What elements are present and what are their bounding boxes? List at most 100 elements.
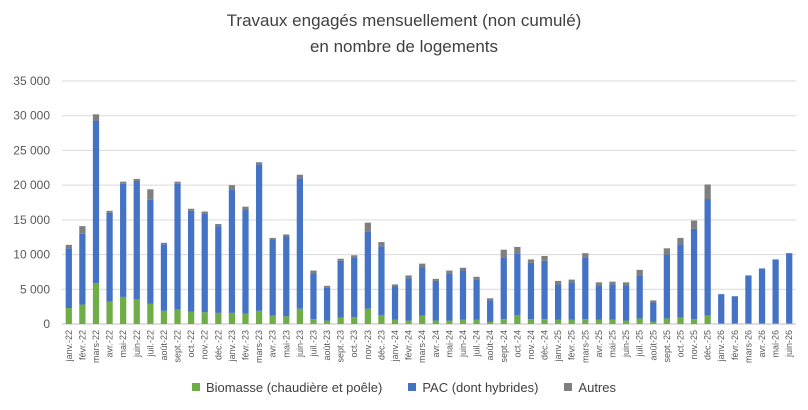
bar-segment-biomasse: [351, 317, 358, 324]
bar-segment-biomasse: [650, 321, 657, 324]
legend-swatch-autres: [564, 383, 573, 391]
bar-segment-pac: [255, 164, 263, 311]
bar-segment-pac: [188, 210, 195, 312]
bar-segment-pac: [419, 267, 426, 316]
x-tick-label: mars-24: [417, 330, 427, 363]
x-tick-label: févr.-22: [77, 330, 87, 360]
x-tick-label: mai-25: [608, 330, 618, 358]
bar-segment-pac: [92, 120, 100, 284]
bar-segment-autres: [677, 237, 684, 245]
legend-item-biomasse[interactable]: Biomasse (chaudière et poêle): [192, 380, 382, 395]
bar-segment-pac: [446, 273, 453, 321]
bar-segment-autres: [636, 269, 643, 276]
bar-segment-pac: [772, 259, 779, 324]
x-tick-label: sept.-24: [499, 330, 509, 363]
y-tick-label: 15 000: [13, 213, 50, 227]
bar-segment-pac: [582, 257, 589, 320]
bar-segment-autres: [405, 275, 412, 279]
x-tick-label: mars-25: [580, 330, 590, 363]
x-tick-label: juin-24: [458, 330, 468, 358]
x-tick-label: nov.-24: [526, 330, 536, 359]
bar-segment-autres: [473, 276, 480, 280]
x-tick-label: juil.-25: [635, 330, 645, 358]
y-tick-label: 25 000: [13, 143, 50, 157]
bar-segment-autres: [622, 282, 630, 286]
bar-segment-pac: [215, 226, 222, 313]
bar-segment-biomasse: [147, 303, 154, 324]
bar-segment-autres: [174, 181, 181, 184]
bar-segment-biomasse: [745, 323, 752, 324]
bar-segment-pac: [609, 284, 616, 320]
x-tick-label: déc.-23: [376, 330, 386, 360]
bar-segment-biomasse: [459, 319, 467, 324]
bar-segment-biomasse: [718, 323, 725, 324]
bar-segment-pac: [622, 285, 630, 321]
x-tick-label: mai-24: [444, 330, 454, 358]
bar-segment-autres: [487, 298, 494, 301]
bar-segment-biomasse: [323, 320, 331, 324]
bar-segment-biomasse: [568, 319, 575, 324]
bar-segment-pac: [704, 199, 711, 316]
bar-segment-autres: [527, 259, 535, 263]
bar-segment-pac: [228, 189, 236, 313]
bar-segment-biomasse: [364, 308, 371, 324]
bar-segment-pac: [690, 228, 698, 320]
x-tick-label: mars-26: [743, 330, 753, 363]
x-tick-label: juil.-22: [145, 330, 155, 358]
bar-segment-pac: [650, 302, 657, 322]
bar-segment-biomasse: [690, 319, 698, 324]
bar-segment-biomasse: [201, 312, 208, 324]
bar-segment-biomasse: [473, 319, 480, 324]
bar-segment-autres: [351, 255, 358, 258]
bar-segment-pac: [160, 244, 168, 311]
bar-segment-biomasse: [188, 311, 195, 324]
bar-segment-biomasse: [514, 314, 521, 324]
x-tick-label: juin-26: [784, 330, 794, 358]
bar-segment-pac: [459, 270, 467, 320]
bar-segment-pac: [65, 248, 72, 309]
bar-segment-autres: [65, 244, 72, 249]
bar-segment-pac: [473, 279, 480, 320]
bar-segment-autres: [269, 237, 276, 240]
x-tick-label: févr.-26: [730, 330, 740, 360]
bar-segment-pac: [514, 253, 521, 315]
bar-segment-autres: [432, 278, 439, 281]
bar-segment-autres: [337, 258, 344, 261]
legend-item-pac[interactable]: PAC (dont hybrides): [408, 380, 538, 395]
bar-segment-biomasse: [582, 319, 589, 324]
y-tick-label: 35 000: [13, 74, 50, 88]
x-tick-label: sept.-22: [173, 330, 183, 363]
legend-item-autres[interactable]: Autres: [564, 380, 616, 395]
bar-segment-biomasse: [120, 296, 127, 324]
x-tick-label: déc.-25: [703, 330, 713, 360]
bars: [65, 114, 793, 324]
x-tick-label: avr.-26: [757, 330, 767, 358]
bar-segment-autres: [160, 242, 168, 245]
bar-segment-pac: [636, 275, 643, 319]
x-tick-label: févr.-25: [567, 330, 577, 360]
y-tick-label: 0: [43, 317, 50, 331]
x-tick-label: avr.-25: [594, 330, 604, 358]
x-tick-label: avr.-23: [268, 330, 278, 358]
bar-segment-autres: [568, 279, 575, 283]
bar-segment-autres: [228, 185, 236, 190]
legend: Biomasse (chaudière et poêle) PAC (dont …: [0, 377, 808, 397]
x-tick-label: oct.-25: [675, 330, 685, 358]
bar-segment-biomasse: [405, 320, 412, 324]
bar-segment-autres: [255, 162, 263, 165]
chart-title: Travaux engagés mensuellement (non cumul…: [226, 11, 582, 30]
bar-segment-biomasse: [378, 314, 385, 324]
x-tick-label: avr.-22: [105, 330, 115, 358]
bar-segment-autres: [147, 189, 154, 200]
bar-segment-autres: [242, 206, 249, 210]
bar-segment-pac: [677, 244, 684, 318]
x-axis-ticks: janv.-22 févr.-22 mars-22 avr.-22 mai-22 juin…: [64, 330, 794, 363]
bar-segment-pac: [174, 183, 181, 310]
x-tick-label: mai-26: [771, 330, 781, 358]
bar-segment-biomasse: [310, 319, 317, 324]
bar-segment-pac: [269, 239, 276, 316]
bar-segment-autres: [188, 208, 195, 211]
bar-segment-autres: [296, 174, 303, 179]
chart-title-block: Travaux engagés mensuellement (non cumul…: [0, 8, 808, 60]
